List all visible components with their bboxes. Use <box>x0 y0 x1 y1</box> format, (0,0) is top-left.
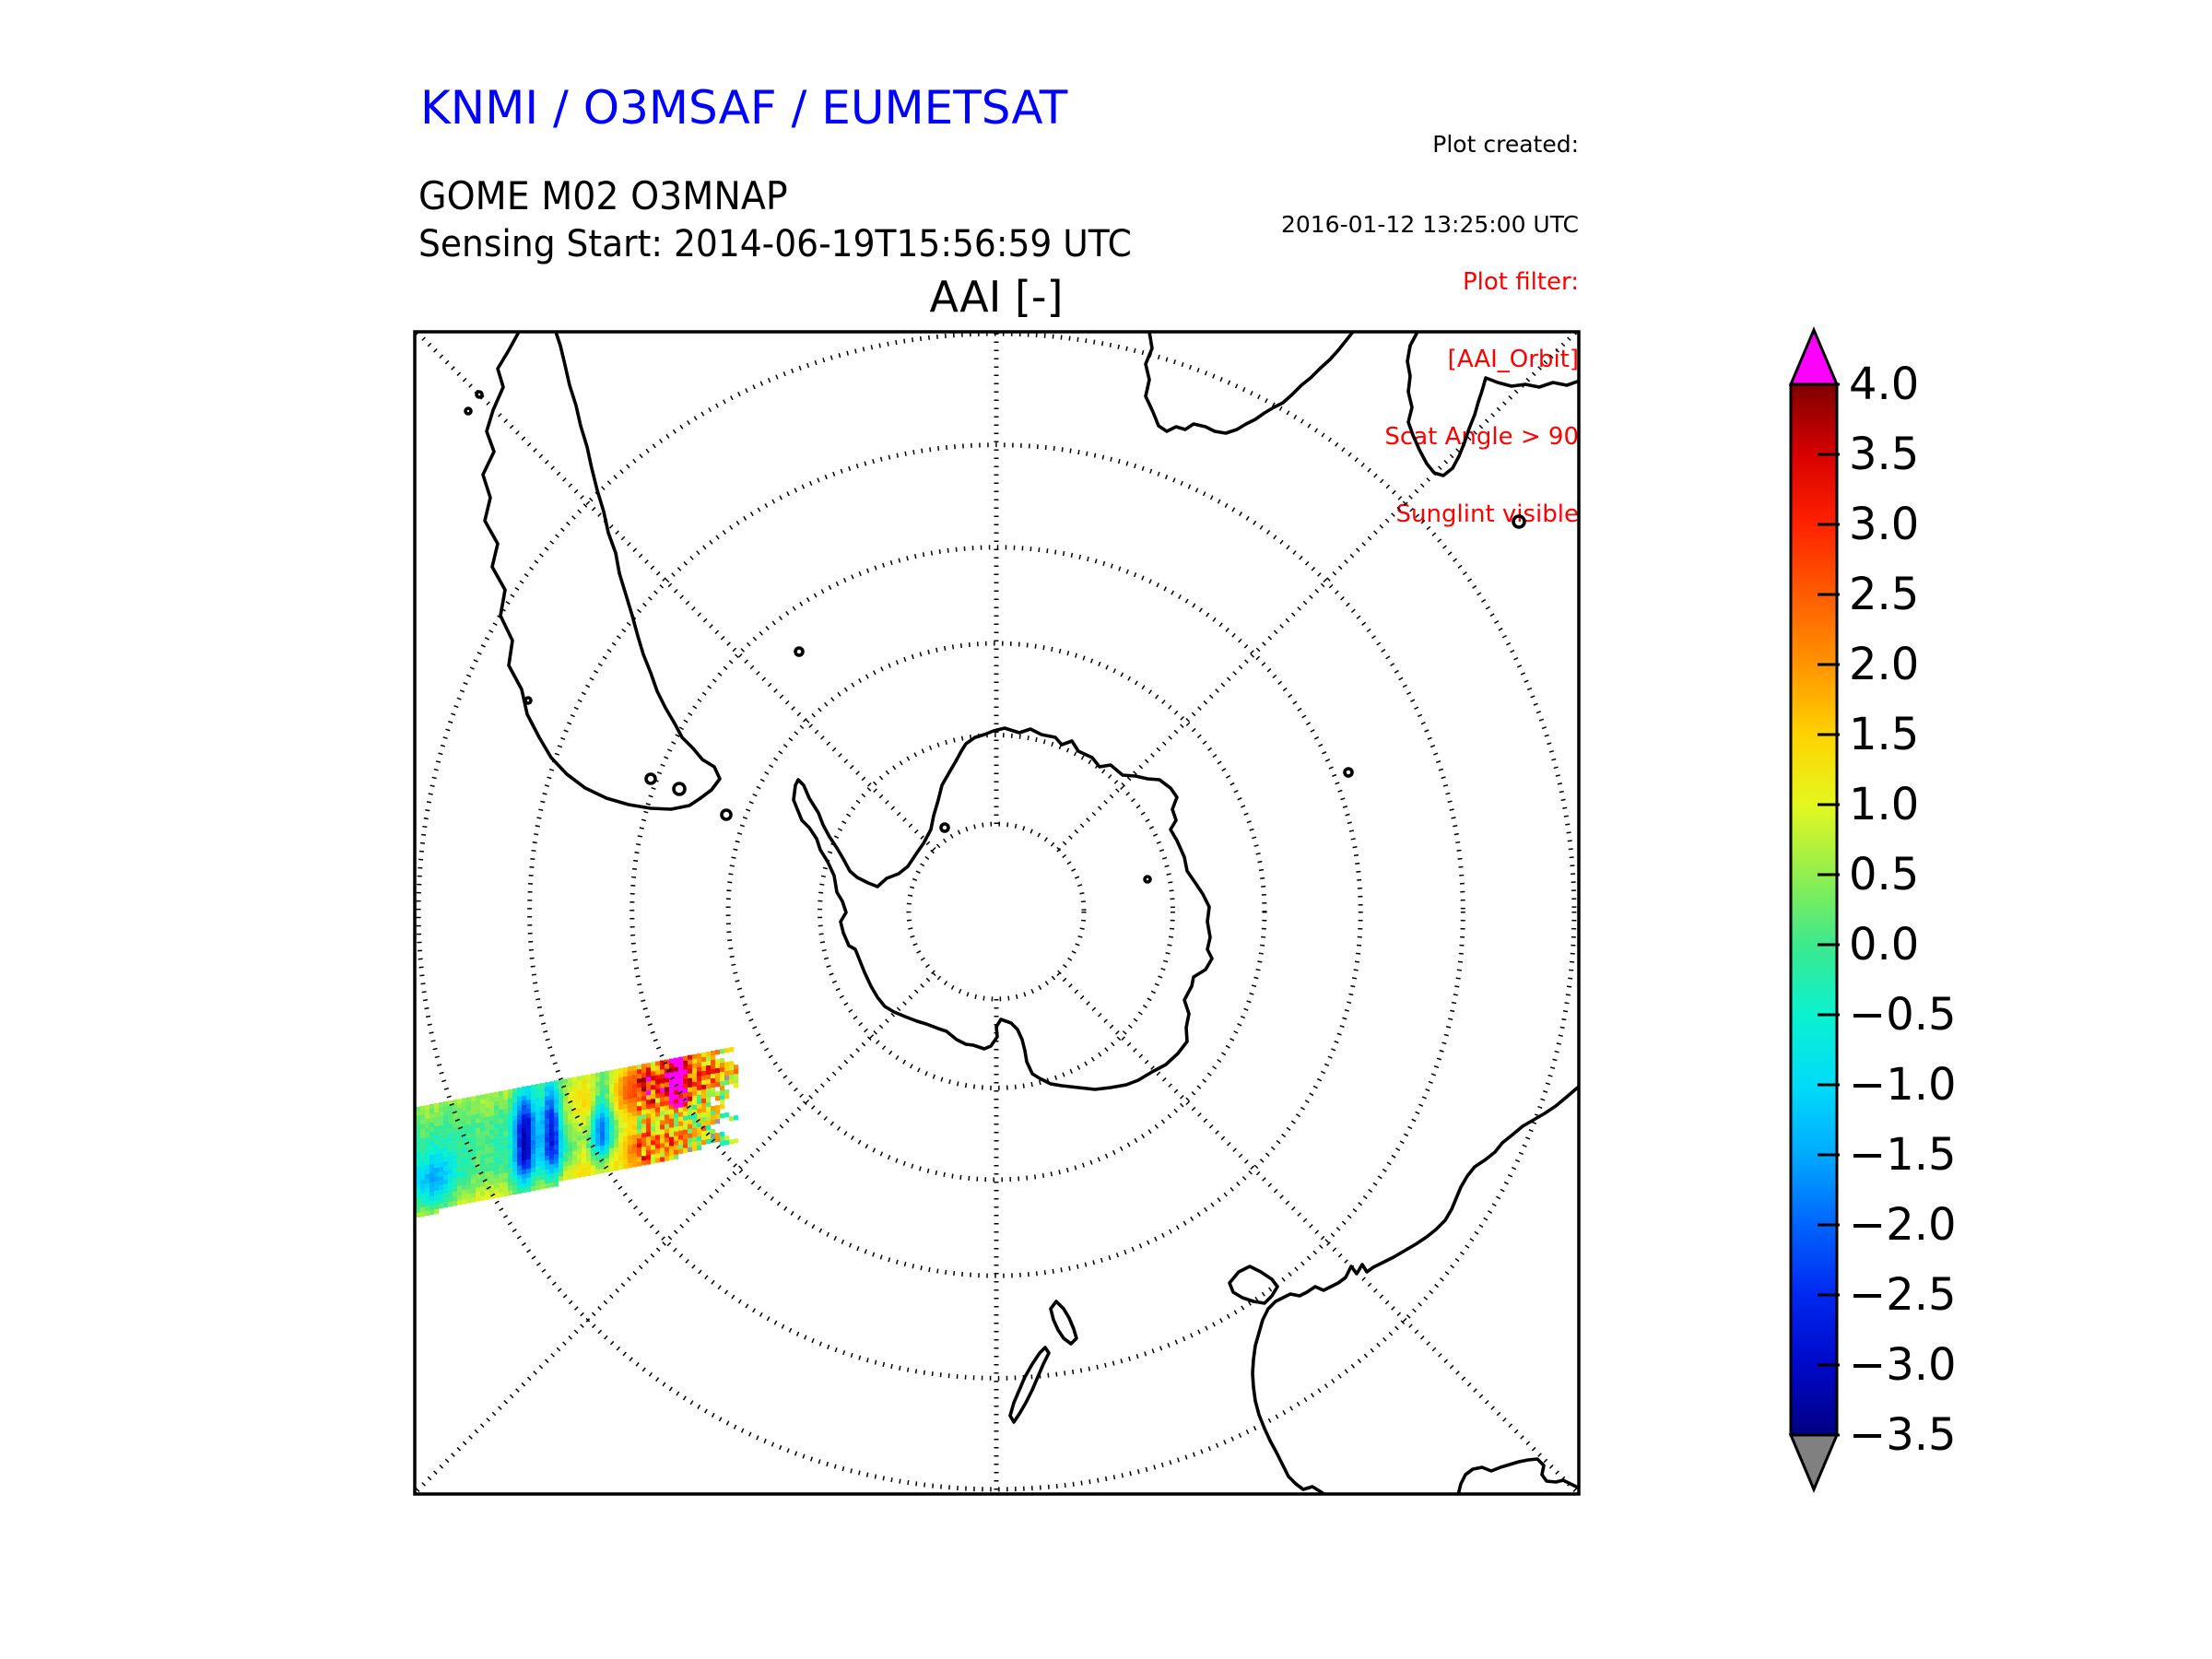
colorbar-tick-label: −2.5 <box>1849 1269 1957 1321</box>
page-title: KNMI / O3MSAF / EUMETSAT <box>420 81 1068 135</box>
colorbar-tick-label: 2.0 <box>1849 639 1920 690</box>
plot-created-timestamp: 2016-01-12 13:25:00 UTC <box>1280 211 1579 238</box>
colorbar-ticks <box>1818 382 1840 1437</box>
colorbar-tick-label: 4.0 <box>1849 359 1920 410</box>
coastlines <box>464 332 1579 1494</box>
map-title: AAI [-] <box>929 272 1064 322</box>
sensing-start-line: Sensing Start: 2014-06-19T15:56:59 UTC <box>418 223 1132 265</box>
plot-filter-scat-angle: Scat Angle > 90 <box>1384 423 1579 451</box>
colorbar-tick-label: −3.0 <box>1849 1339 1957 1391</box>
colorbar-under-range-arrow <box>1788 1433 1840 1493</box>
colorbar-tick-label: 1.5 <box>1849 709 1920 760</box>
plot-filter-block: Plot filter: [AAI_Orbit] Scat Angle > 90… <box>1384 218 1579 579</box>
colorbar-tick-label: −1.5 <box>1849 1129 1957 1181</box>
plot-created-label: Plot created: <box>1432 131 1579 158</box>
map-frame <box>413 330 1581 1496</box>
colorbar-tick-label: −1.0 <box>1849 1059 1957 1111</box>
plot-filter-title: Plot filter: <box>1462 268 1579 296</box>
colorbar-over-range-arrow <box>1788 326 1840 386</box>
plot-filter-sunglint: Sunglint visible <box>1395 500 1579 528</box>
colorbar-tick-label: 3.0 <box>1849 499 1920 550</box>
colorbar-tick-label: 2.5 <box>1849 569 1920 620</box>
colorbar-gradient-bar <box>1789 382 1839 1437</box>
colorbar-tick-label: −0.5 <box>1849 989 1957 1041</box>
colorbar-tick-label: −3.5 <box>1849 1409 1957 1461</box>
colorbar-tick-label: 3.5 <box>1849 429 1920 480</box>
colorbar-tick-label: 1.0 <box>1849 779 1920 830</box>
colorbar-tick-label: 0.0 <box>1849 919 1920 971</box>
product-id-line: GOME M02 O3MNAP <box>418 173 788 218</box>
plot-created-block: Plot created: 2016-01-12 13:25:00 UTC <box>1281 77 1579 291</box>
graticule-dotted-grid <box>415 332 1579 1494</box>
colorbar-tick-label: −2.0 <box>1849 1199 1957 1251</box>
colorbar-tick-label: 0.5 <box>1849 849 1920 900</box>
colorbar <box>1788 326 1840 1493</box>
satellite-swath-heatmap <box>415 1047 739 1218</box>
